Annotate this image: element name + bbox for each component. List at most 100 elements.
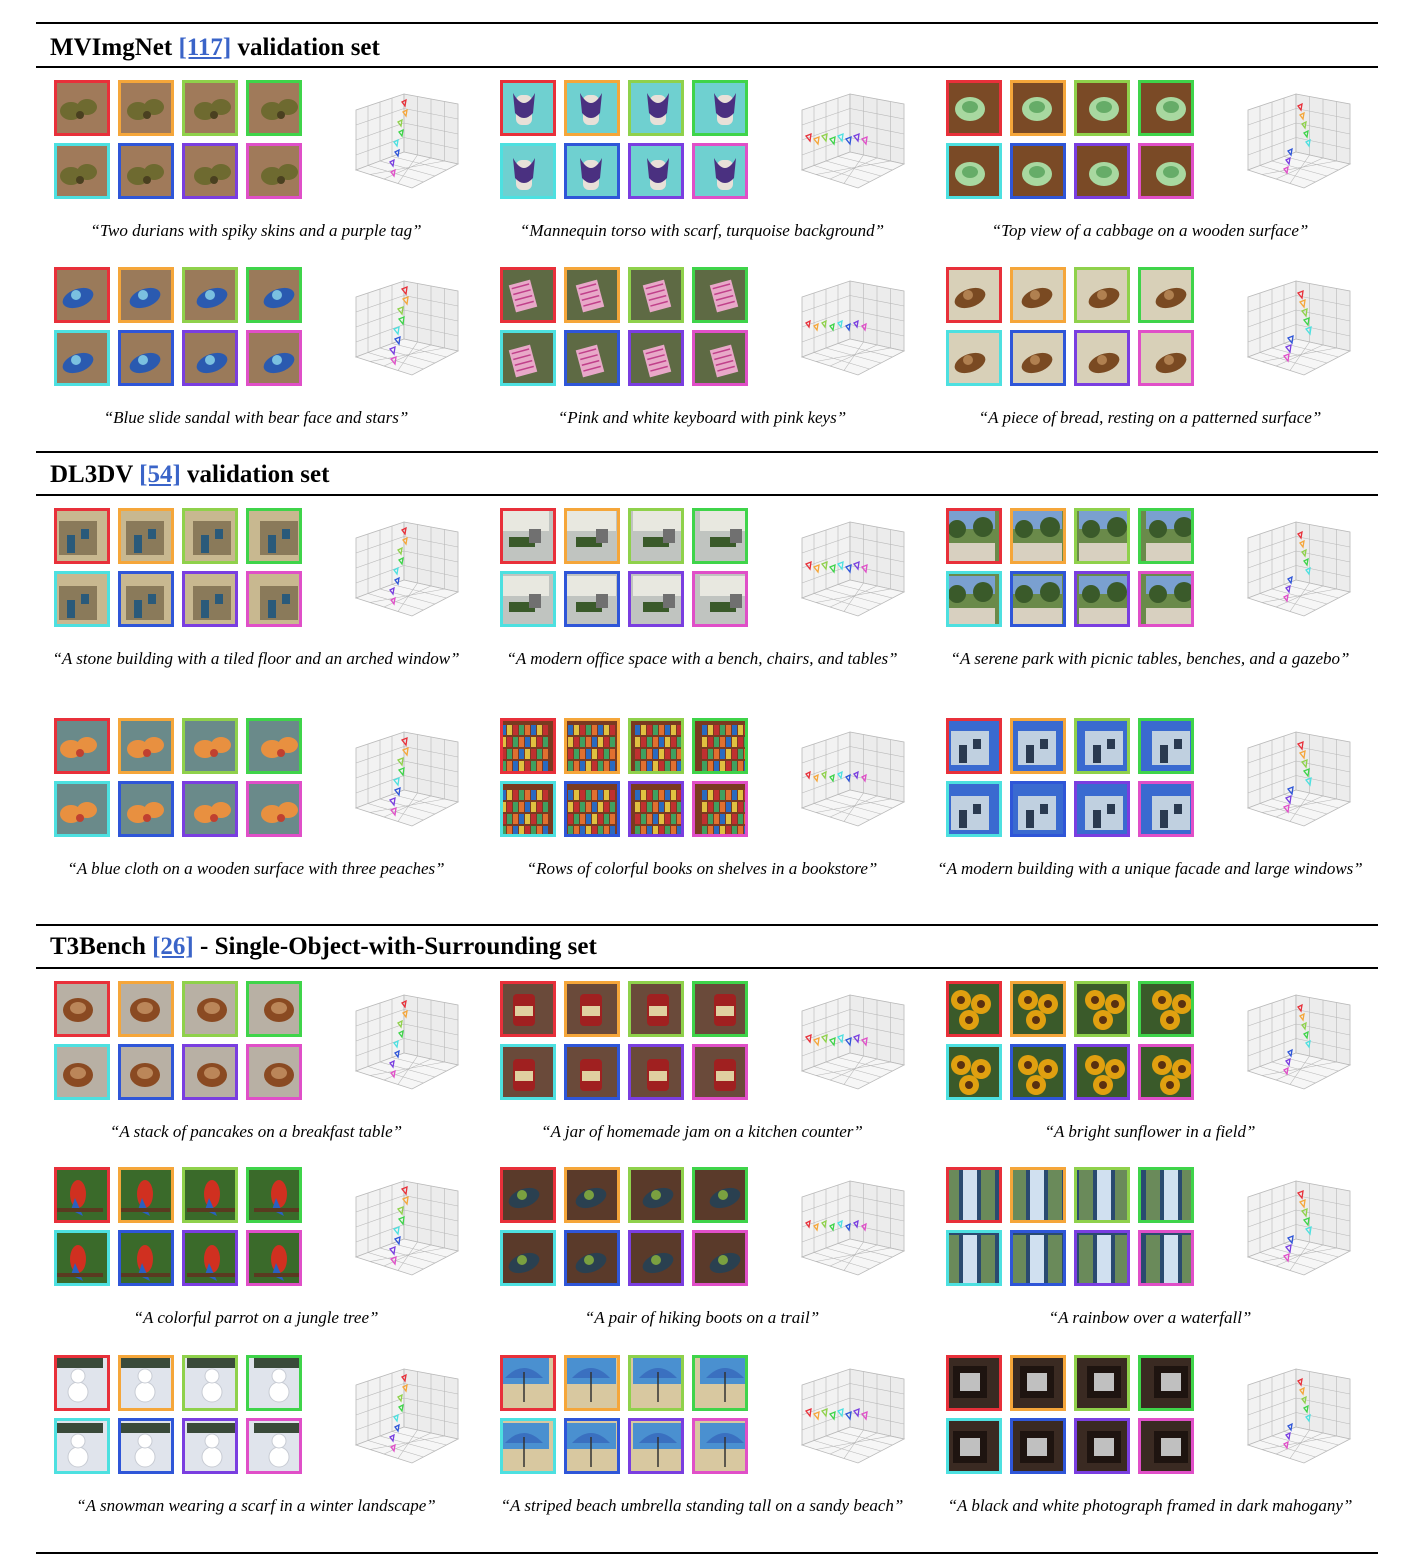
generated-view-3 bbox=[1074, 267, 1130, 323]
section-title-suffix: validation set bbox=[180, 461, 330, 488]
generated-view-5 bbox=[54, 330, 110, 386]
generated-view-3 bbox=[628, 718, 684, 774]
view-grid bbox=[946, 267, 1202, 391]
camera-trajectory-plot bbox=[800, 93, 906, 189]
generated-view-6 bbox=[564, 1418, 620, 1474]
generated-view-1 bbox=[946, 1355, 1002, 1411]
camera-trajectory-plot bbox=[1246, 994, 1352, 1090]
section-title-suffix: validation set bbox=[231, 34, 380, 61]
generated-view-2 bbox=[564, 1355, 620, 1411]
caption: “A snowman wearing a scarf in a winter l… bbox=[76, 1496, 436, 1515]
trajectory-plot-container bbox=[788, 508, 912, 632]
generated-view-6 bbox=[1010, 571, 1066, 627]
generated-view-6 bbox=[564, 571, 620, 627]
generated-view-7 bbox=[628, 781, 684, 837]
generated-view-5 bbox=[500, 330, 556, 386]
generated-view-3 bbox=[1074, 981, 1130, 1037]
trajectory-plot-container bbox=[788, 1355, 912, 1479]
generated-view-3 bbox=[182, 1355, 238, 1411]
generated-view-5 bbox=[54, 1418, 110, 1474]
generated-view-7 bbox=[182, 330, 238, 386]
generated-view-8 bbox=[1138, 1044, 1194, 1100]
trajectory-plot-container bbox=[788, 1167, 912, 1291]
example-parrot bbox=[54, 1167, 474, 1357]
generated-view-3 bbox=[628, 981, 684, 1037]
generated-view-8 bbox=[246, 781, 302, 837]
camera-trajectory-plot bbox=[1246, 731, 1352, 827]
caption: “Top view of a cabbage on a wooden surfa… bbox=[991, 221, 1309, 240]
generated-view-7 bbox=[182, 1418, 238, 1474]
section-title-name: T3Bench bbox=[50, 933, 153, 960]
generated-view-3 bbox=[182, 80, 238, 136]
generated-view-6 bbox=[1010, 143, 1066, 199]
trajectory-plot-container bbox=[342, 267, 466, 391]
view-grid bbox=[54, 718, 310, 842]
citation-link[interactable]: [54] bbox=[139, 461, 181, 488]
generated-view-7 bbox=[1074, 571, 1130, 627]
generated-view-1 bbox=[54, 981, 110, 1037]
generated-view-4 bbox=[246, 508, 302, 564]
generated-view-1 bbox=[946, 508, 1002, 564]
caption: “A piece of bread, resting on a patterne… bbox=[978, 408, 1322, 427]
generated-view-7 bbox=[1074, 781, 1130, 837]
generated-view-7 bbox=[182, 571, 238, 627]
view-grid bbox=[946, 1355, 1202, 1479]
generated-view-5 bbox=[946, 781, 1002, 837]
generated-view-3 bbox=[182, 718, 238, 774]
generated-view-7 bbox=[628, 1230, 684, 1286]
horizontal-rule bbox=[36, 66, 1378, 68]
camera-trajectory-plot bbox=[800, 1368, 906, 1464]
view-grid bbox=[500, 80, 756, 204]
generated-view-5 bbox=[54, 571, 110, 627]
example-jam bbox=[500, 981, 920, 1171]
generated-view-8 bbox=[692, 1418, 748, 1474]
generated-view-3 bbox=[628, 508, 684, 564]
generated-view-3 bbox=[1074, 718, 1130, 774]
camera-trajectory-plot bbox=[354, 521, 460, 617]
generated-view-6 bbox=[118, 1044, 174, 1100]
generated-view-8 bbox=[246, 1230, 302, 1286]
citation-link[interactable]: [117] bbox=[178, 34, 232, 61]
trajectory-plot-container bbox=[342, 718, 466, 842]
generated-view-7 bbox=[182, 143, 238, 199]
generated-view-6 bbox=[1010, 1044, 1066, 1100]
generated-view-2 bbox=[118, 1167, 174, 1223]
generated-view-6 bbox=[118, 1230, 174, 1286]
generated-view-1 bbox=[500, 1167, 556, 1223]
camera-trajectory-plot bbox=[1246, 1368, 1352, 1464]
generated-view-8 bbox=[1138, 1230, 1194, 1286]
generated-view-2 bbox=[564, 981, 620, 1037]
example-pancakes bbox=[54, 981, 474, 1171]
view-grid bbox=[946, 981, 1202, 1105]
caption: “Rows of colorful books on shelves in a … bbox=[526, 859, 878, 878]
generated-view-2 bbox=[118, 1355, 174, 1411]
section-title-name: MVImgNet bbox=[50, 34, 179, 61]
generated-view-7 bbox=[628, 1418, 684, 1474]
generated-view-2 bbox=[564, 718, 620, 774]
generated-view-2 bbox=[1010, 1355, 1066, 1411]
generated-view-6 bbox=[118, 330, 174, 386]
generated-view-8 bbox=[1138, 571, 1194, 627]
generated-view-1 bbox=[500, 80, 556, 136]
generated-view-8 bbox=[692, 1044, 748, 1100]
generated-view-1 bbox=[54, 718, 110, 774]
example-park bbox=[946, 508, 1366, 698]
generated-view-4 bbox=[1138, 1167, 1194, 1223]
generated-view-4 bbox=[692, 718, 748, 774]
generated-view-6 bbox=[118, 781, 174, 837]
trajectory-plot-container bbox=[1234, 718, 1358, 842]
horizontal-rule bbox=[36, 967, 1378, 969]
generated-view-2 bbox=[564, 80, 620, 136]
caption: “Two durians with spiky skins and a purp… bbox=[90, 221, 422, 240]
view-grid bbox=[946, 508, 1202, 632]
generated-view-1 bbox=[54, 508, 110, 564]
caption: “A modern office space with a bench, cha… bbox=[506, 649, 898, 668]
camera-trajectory-plot bbox=[1246, 1180, 1352, 1276]
generated-view-2 bbox=[1010, 267, 1066, 323]
view-grid bbox=[500, 1167, 756, 1291]
citation-link[interactable]: [26] bbox=[152, 933, 194, 960]
horizontal-rule bbox=[36, 494, 1378, 496]
generated-view-8 bbox=[246, 143, 302, 199]
generated-view-3 bbox=[628, 1167, 684, 1223]
